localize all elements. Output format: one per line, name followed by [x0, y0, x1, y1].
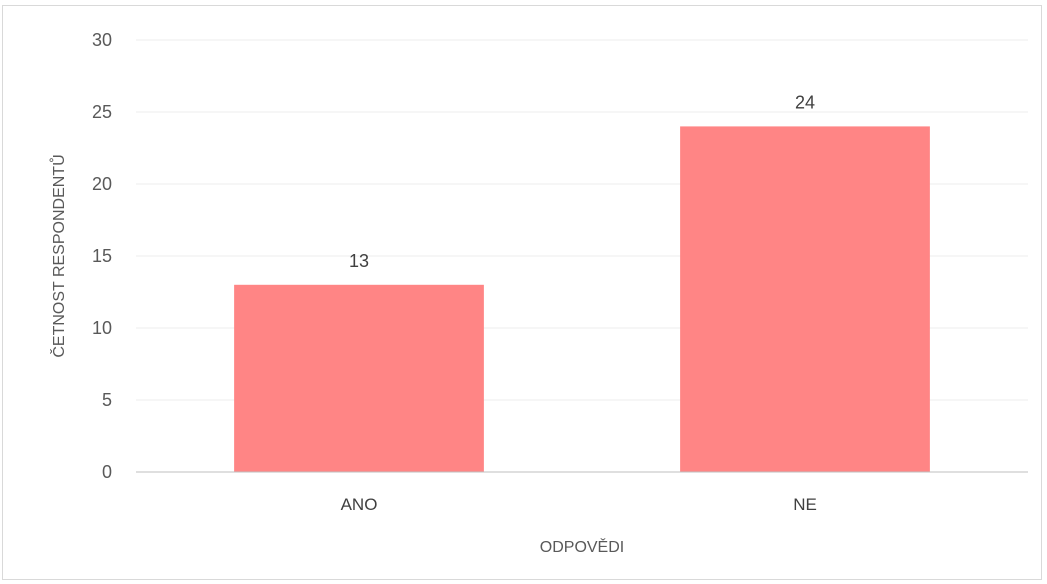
bar-ne: [680, 126, 930, 473]
x-tick-label-ne: NE: [793, 495, 817, 514]
y-tick-label: 5: [102, 390, 112, 410]
labels: 0 5 10 15 20 25 30 13 ANO 24 NE: [92, 30, 817, 514]
y-tick-label: 30: [92, 30, 112, 50]
y-tick-label: 10: [92, 318, 112, 338]
y-axis-title: ČETNOST RESPONDENTŮ: [49, 154, 68, 357]
data-label-ne: 24: [795, 92, 815, 112]
y-tick-label: 25: [92, 102, 112, 122]
bar-ano: [234, 284, 484, 472]
x-tick-label-ano: ANO: [341, 495, 378, 514]
y-tick-label: 15: [92, 246, 112, 266]
y-tick-label: 0: [102, 462, 112, 482]
y-tick-label: 20: [92, 174, 112, 194]
bars: [234, 126, 930, 473]
x-axis-title: ODPOVĚDI: [540, 537, 624, 556]
data-label-ano: 13: [349, 251, 369, 271]
